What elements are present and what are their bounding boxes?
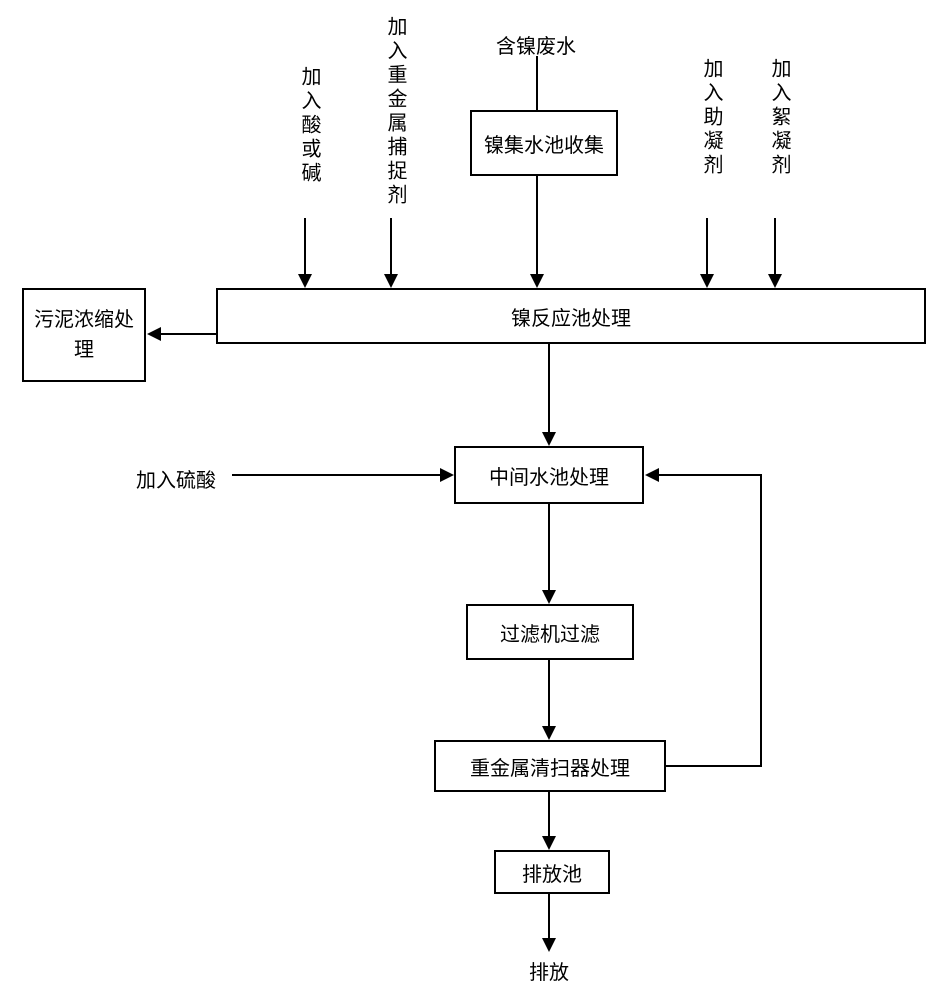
arrow-line <box>536 56 538 110</box>
intermediate-pool-box: 中间水池处理 <box>454 446 644 504</box>
sludge-treatment-box: 污泥浓缩处理 <box>22 288 146 382</box>
arrow-line <box>666 765 762 767</box>
arrow-line <box>390 218 392 276</box>
arrow-line <box>760 474 762 767</box>
input-heavy-metal-agent-label: 加入重金属捕捉剂 <box>380 16 410 208</box>
input-coagulant-aid-label: 加入助凝剂 <box>696 58 726 178</box>
arrow-head <box>542 590 556 604</box>
arrow-head <box>700 274 714 288</box>
nickel-collection-label: 镍集水池收集 <box>484 129 604 158</box>
input-acid-base-label: 加入酸或碱 <box>294 66 324 186</box>
arrow-head <box>542 726 556 740</box>
discharge-pool-box: 排放池 <box>494 850 610 894</box>
filter-box: 过滤机过滤 <box>466 604 634 660</box>
arrow-head <box>147 327 161 341</box>
nickel-reaction-box: 镍反应池处理 <box>216 288 926 344</box>
arrow-head <box>768 274 782 288</box>
arrow-head <box>542 432 556 446</box>
arrow-head <box>542 938 556 952</box>
arrow-line <box>658 474 762 476</box>
sludge-treatment-label: 污泥浓缩处理 <box>32 305 136 365</box>
filter-label: 过滤机过滤 <box>500 618 600 647</box>
arrow-line <box>536 176 538 276</box>
arrow-line <box>232 474 442 476</box>
arrow-line <box>548 792 550 838</box>
discharge-pool-label: 排放池 <box>522 858 582 887</box>
arrow-line <box>548 504 550 592</box>
arrow-head <box>530 274 544 288</box>
arrow-line <box>304 218 306 276</box>
output-discharge-label: 排放 <box>529 956 569 985</box>
heavy-metal-scavenger-box: 重金属清扫器处理 <box>434 740 666 792</box>
arrow-line <box>160 333 216 335</box>
intermediate-pool-label: 中间水池处理 <box>489 461 609 490</box>
arrow-head <box>645 468 659 482</box>
arrow-head <box>384 274 398 288</box>
heavy-metal-scavenger-label: 重金属清扫器处理 <box>470 752 630 781</box>
arrow-line <box>774 218 776 276</box>
input-sulfuric-acid-label: 加入硫酸 <box>136 464 216 493</box>
arrow-head <box>542 836 556 850</box>
arrow-head <box>440 468 454 482</box>
arrow-line <box>548 894 550 940</box>
input-flocculant-label: 加入絮凝剂 <box>764 58 794 178</box>
arrow-line <box>706 218 708 276</box>
nickel-reaction-label: 镍反应池处理 <box>511 302 631 331</box>
input-nickel-wastewater-label: 含镍废水 <box>496 30 576 59</box>
arrow-head <box>298 274 312 288</box>
nickel-collection-box: 镍集水池收集 <box>470 110 618 176</box>
arrow-line <box>548 344 550 434</box>
arrow-line <box>548 660 550 728</box>
